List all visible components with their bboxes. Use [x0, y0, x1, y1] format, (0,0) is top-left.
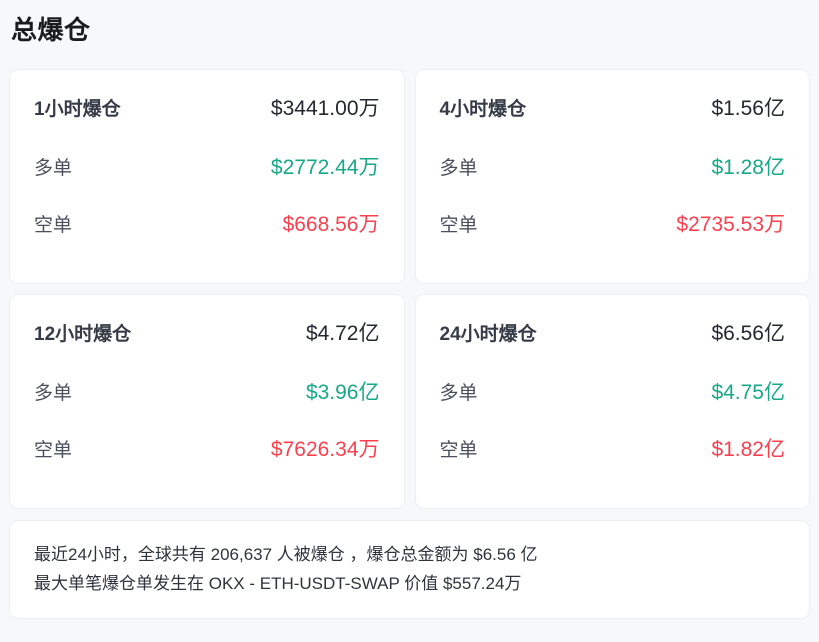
liquidation-card-4h[interactable]: 4小时爆仓 $1.56亿 多单 $1.28亿 空单 $2735.53万	[414, 69, 810, 284]
long-value: $2772.44万	[270, 155, 380, 179]
short-label: 空单	[34, 439, 73, 461]
long-label: 多单	[439, 382, 478, 404]
short-label: 空单	[439, 214, 478, 236]
summary-panel: 最近24小时，全球共有 206,637 人被爆仓 ，爆仓总金额为 $6.56 亿…	[9, 520, 810, 619]
card-title: 1小时爆仓	[34, 99, 121, 120]
card-long-row: 多单 $1.28亿	[440, 151, 786, 208]
card-short-row: 空单 $2735.53万	[440, 208, 786, 265]
liquidation-card-24h[interactable]: 24小时爆仓 $6.56亿 多单 $4.75亿 空单 $1.82亿	[414, 294, 810, 509]
card-total-value: $4.72亿	[305, 322, 380, 345]
card-header-row: 24小时爆仓 $6.56亿	[440, 317, 786, 376]
long-label: 多单	[439, 157, 478, 179]
long-label: 多单	[34, 157, 73, 179]
card-title: 12小时爆仓	[34, 324, 132, 345]
card-short-row: 空单 $668.56万	[34, 208, 380, 265]
page-title: 总爆仓	[11, 15, 91, 45]
short-value: $668.56万	[282, 212, 380, 236]
long-value: $1.28亿	[711, 155, 785, 179]
card-header-row: 1小时爆仓 $3441.00万	[34, 92, 380, 151]
card-total-value: $6.56亿	[711, 322, 785, 345]
card-title: 4小时爆仓	[439, 99, 527, 120]
long-label: 多单	[34, 382, 73, 404]
long-value: $4.75亿	[711, 380, 785, 404]
card-long-row: 多单 $4.75亿	[440, 376, 786, 433]
short-value: $1.82亿	[711, 437, 785, 461]
card-long-row: 多单 $3.96亿	[34, 376, 380, 433]
short-value: $2735.53万	[676, 212, 785, 236]
card-title: 24小时爆仓	[439, 324, 537, 345]
liquidation-card-12h[interactable]: 12小时爆仓 $4.72亿 多单 $3.96亿 空单 $7626.34万	[9, 294, 405, 509]
long-value: $3.96亿	[305, 380, 380, 404]
card-total-value: $3441.00万	[270, 97, 380, 120]
liquidation-cards-grid: 1小时爆仓 $3441.00万 多单 $2772.44万 空单 $668.56万…	[9, 69, 810, 509]
summary-line-largest-order: 最大单笔爆仓单发生在 OKX - ETH-USDT-SWAP 价值 $557.2…	[34, 574, 522, 593]
short-label: 空单	[439, 439, 478, 461]
summary-line-total: 最近24小时，全球共有 206,637 人被爆仓 ，爆仓总金额为 $6.56 亿	[34, 545, 538, 564]
card-short-row: 空单 $1.82亿	[440, 433, 786, 490]
card-short-row: 空单 $7626.34万	[34, 433, 380, 490]
short-value: $7626.34万	[270, 437, 380, 461]
card-long-row: 多单 $2772.44万	[34, 151, 380, 208]
liquidation-card-1h[interactable]: 1小时爆仓 $3441.00万 多单 $2772.44万 空单 $668.56万	[9, 69, 405, 284]
card-header-row: 12小时爆仓 $4.72亿	[34, 317, 380, 376]
card-total-value: $1.56亿	[711, 97, 785, 120]
short-label: 空单	[34, 214, 73, 236]
card-header-row: 4小时爆仓 $1.56亿	[440, 92, 786, 151]
